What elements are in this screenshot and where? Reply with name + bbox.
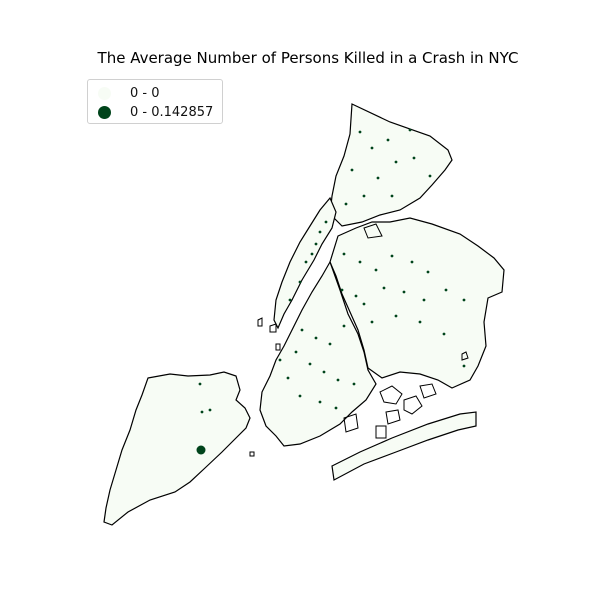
map-legend: 0 - 0 0 - 0.142857 — [87, 79, 223, 124]
crash-point — [362, 194, 366, 198]
crash-point — [318, 230, 322, 234]
crash-point — [352, 382, 356, 386]
crash-point — [358, 260, 362, 264]
crash-point — [314, 242, 318, 246]
rockaway-outline — [331, 411, 477, 481]
crash-point — [304, 260, 308, 264]
crash-point — [402, 290, 406, 294]
crash-point — [322, 370, 326, 374]
crash-point — [314, 336, 318, 340]
crash-point — [370, 320, 374, 324]
crash-point — [200, 410, 204, 414]
crash-point — [334, 406, 338, 410]
crash-point — [462, 364, 466, 368]
crash-point — [422, 298, 426, 302]
crash-point — [376, 176, 380, 180]
crash-point — [374, 268, 378, 272]
crash-point — [390, 254, 394, 258]
crash-point — [278, 358, 282, 362]
crash-point — [208, 408, 212, 412]
crash-points — [196, 128, 466, 455]
crash-point — [336, 378, 340, 382]
crash-point — [298, 280, 302, 284]
crash-point — [462, 298, 466, 302]
legend-label: 0 - 0 — [130, 85, 160, 101]
crash-point — [198, 382, 202, 386]
crash-point — [442, 332, 446, 336]
crash-point — [394, 314, 398, 318]
crash-point — [362, 302, 366, 306]
legend-swatch-icon — [98, 105, 111, 119]
crash-point — [318, 400, 322, 404]
brooklyn-outline — [259, 260, 377, 447]
crash-point — [294, 350, 298, 354]
map-title: The Average Number of Persons Killed in … — [97, 49, 519, 67]
crash-point — [286, 376, 290, 380]
legend-entry: 0 - 0.142857 — [98, 103, 213, 121]
crash-point — [288, 298, 292, 302]
crash-point — [310, 252, 314, 256]
crash-point — [340, 288, 344, 292]
crash-point — [412, 156, 416, 160]
legend-label: 0 - 0.142857 — [130, 104, 214, 120]
crash-point — [344, 202, 348, 206]
crash-point — [410, 260, 414, 264]
crash-point — [350, 168, 354, 172]
crash-point — [394, 160, 398, 164]
queens-outline — [329, 217, 505, 389]
staten-island-outline — [103, 371, 251, 526]
manhattan-outline — [273, 196, 337, 330]
crash-point — [298, 394, 302, 398]
legend-swatch-icon — [98, 86, 111, 100]
crash-point — [358, 130, 362, 134]
legend-entry: 0 - 0 — [98, 84, 160, 102]
crash-point — [386, 138, 390, 142]
small-islands — [249, 317, 469, 457]
jamaica-bay-islands — [343, 223, 437, 439]
bronx-outline — [329, 103, 453, 227]
crash-point — [300, 328, 304, 332]
crash-point — [370, 146, 374, 150]
crash-point — [354, 294, 358, 298]
crash-point — [428, 174, 432, 178]
crash-point — [408, 128, 412, 132]
crash-point — [382, 286, 386, 290]
crash-point — [308, 362, 312, 366]
crash-point — [342, 252, 346, 256]
crash-point — [342, 324, 346, 328]
crash-point — [426, 270, 430, 274]
crash-point — [196, 445, 206, 455]
crash-point — [444, 288, 448, 292]
crash-point — [390, 194, 394, 198]
crash-point — [328, 342, 332, 346]
crash-point — [418, 320, 422, 324]
crash-point — [324, 220, 328, 224]
